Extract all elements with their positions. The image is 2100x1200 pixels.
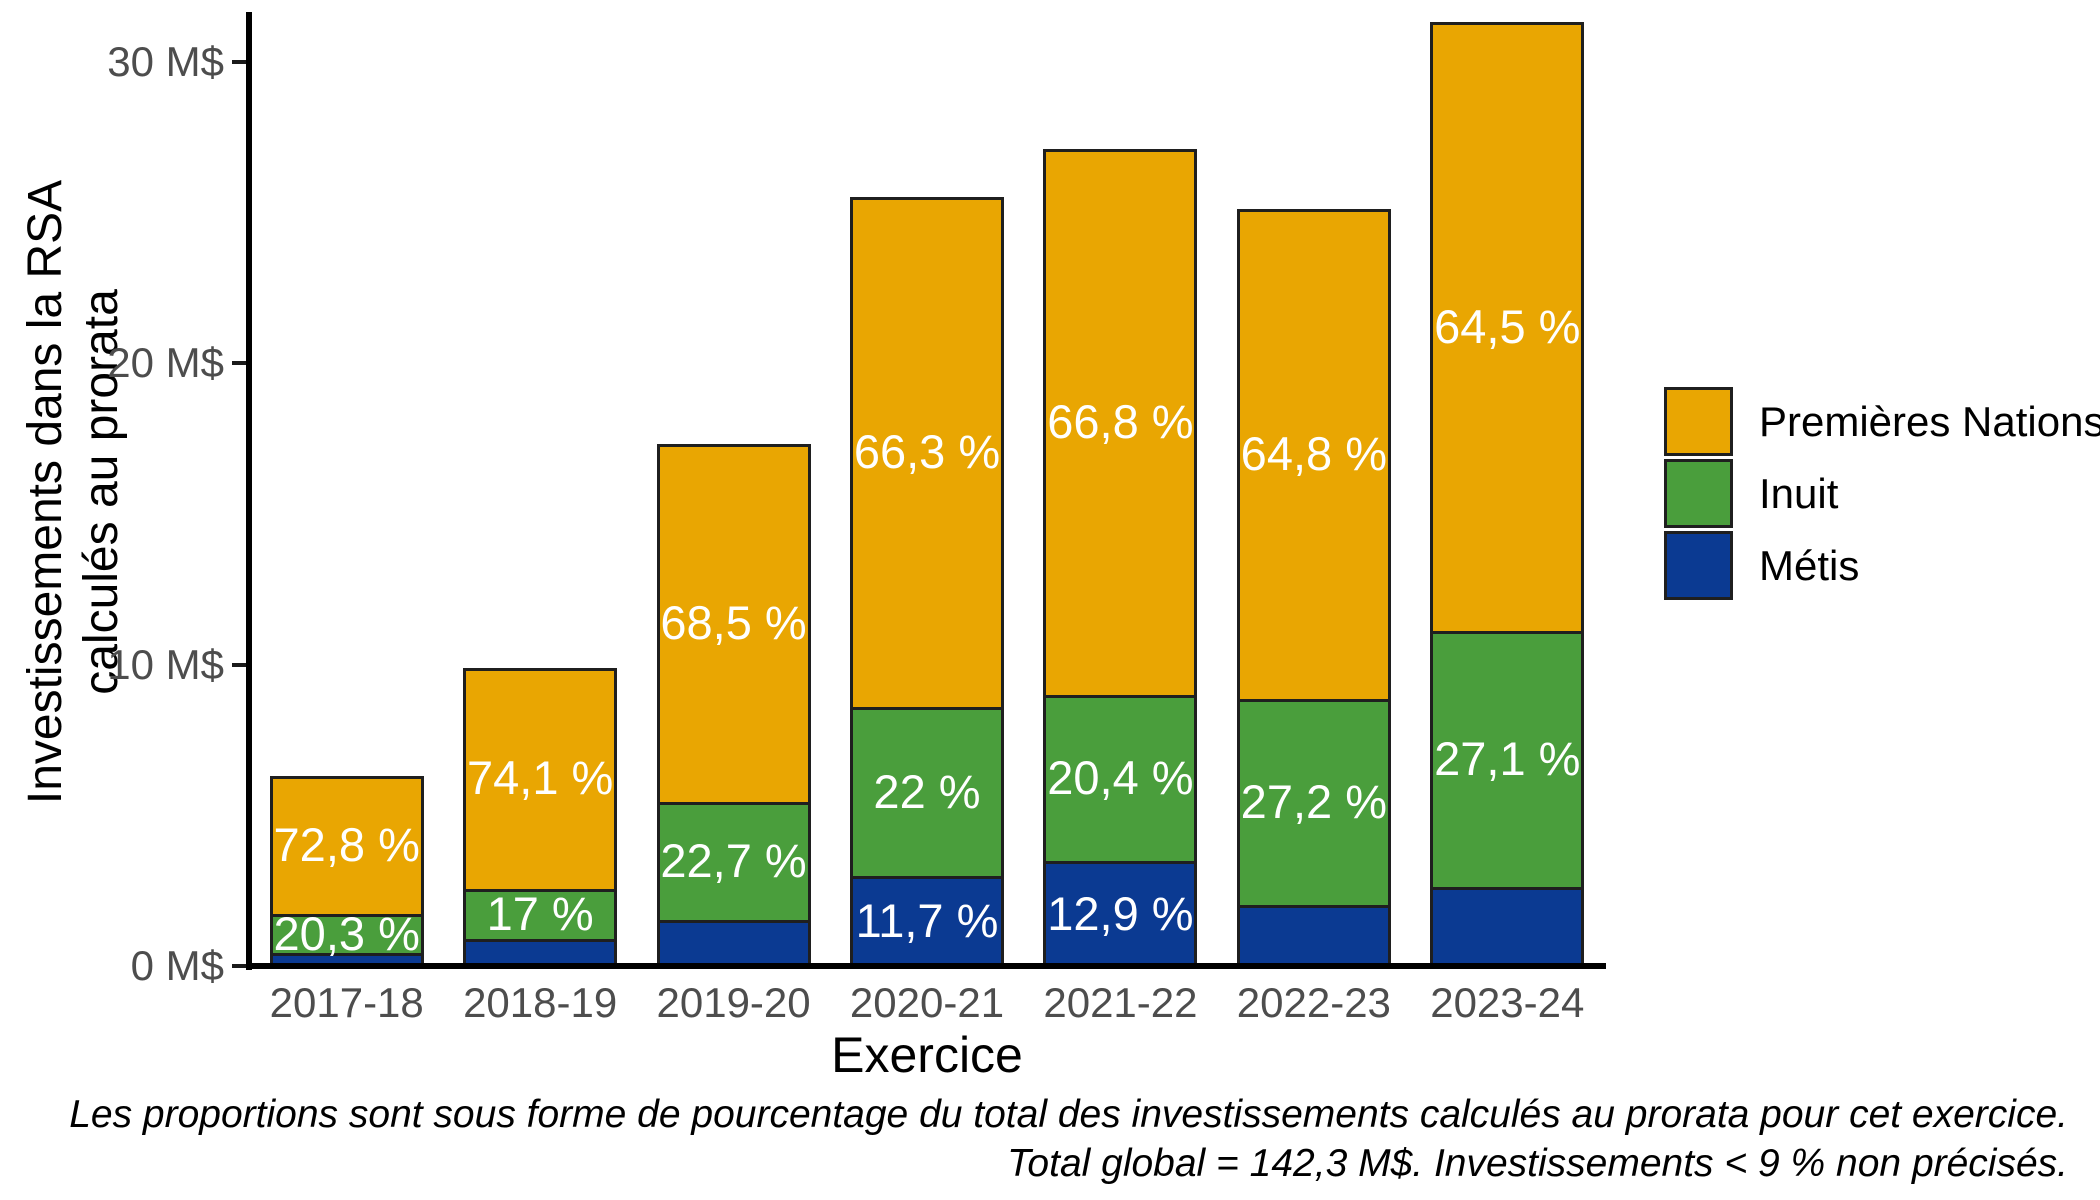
legend-label: Inuit bbox=[1759, 469, 1839, 517]
legend-item-m-tis: Métis bbox=[1664, 531, 2100, 600]
x-axis-title: Exercice bbox=[831, 1027, 1023, 1083]
legend-swatch bbox=[1664, 459, 1733, 528]
bar-segment-inuit bbox=[850, 707, 1004, 880]
bar-percentage-label: 64,8 % bbox=[1240, 427, 1388, 481]
bar-percentage-label: 11,7 % bbox=[855, 894, 999, 948]
y-tick-label: 30 M$ bbox=[107, 37, 224, 85]
x-tick-label: 2023-24 bbox=[1430, 979, 1585, 1026]
bar-percentage-label: 66,3 % bbox=[853, 425, 1001, 479]
bar-percentage-label: 72,8 % bbox=[273, 818, 420, 872]
y-axis-title: Investissements dans la RSA calculés au … bbox=[18, 180, 130, 804]
legend-item-premi-res-nations: Premières Nations bbox=[1664, 387, 2100, 456]
bar-percentage-label: 20,4 % bbox=[1047, 751, 1194, 804]
bar-segment-m-tis bbox=[463, 939, 618, 966]
x-axis-line bbox=[246, 963, 1606, 969]
bar-segment-premi-res-nations bbox=[656, 444, 811, 805]
y-tick-mark bbox=[232, 964, 250, 968]
bar-segment-m-tis bbox=[656, 920, 811, 966]
bar-segment-inuit bbox=[1236, 699, 1391, 909]
bar-segment-m-tis bbox=[1430, 886, 1585, 966]
bar-percentage-label: 66,8 % bbox=[1047, 394, 1194, 448]
bar-segment-premi-res-nations bbox=[850, 197, 1004, 710]
legend-swatch bbox=[1664, 387, 1733, 456]
x-tick-label: 2018-19 bbox=[463, 979, 618, 1026]
bar-segment-inuit bbox=[463, 888, 618, 943]
legend-item-inuit: Inuit bbox=[1664, 459, 2100, 528]
y-axis-title-line1: Investissements dans la RSA bbox=[19, 179, 72, 805]
bar-segment-inuit bbox=[1043, 694, 1198, 865]
bar-segment-premi-res-nations bbox=[1043, 148, 1198, 698]
bar-percentage-label: 17 % bbox=[486, 887, 594, 941]
y-axis-line bbox=[246, 12, 252, 970]
legend-label: Premières Nations bbox=[1759, 397, 2100, 445]
x-tick-label: 2021-22 bbox=[1043, 979, 1198, 1026]
y-tick-mark bbox=[232, 59, 250, 64]
bar-segment-premi-res-nations bbox=[463, 667, 618, 892]
footnote-line1: Les proportions sont sous forme de pourc… bbox=[69, 1093, 2068, 1136]
footnote-line2: Total global = 142,3 M$. Investissements… bbox=[1007, 1142, 2068, 1185]
legend-label: Métis bbox=[1759, 541, 1860, 589]
legend: Premières Nations Inuit Métis bbox=[1664, 387, 2100, 600]
y-axis-title-line2: calculés au prorata bbox=[75, 289, 128, 695]
bar-segment-premi-res-nations bbox=[269, 776, 424, 918]
legend-swatch bbox=[1664, 531, 1733, 600]
bar-percentage-label: 27,2 % bbox=[1240, 775, 1388, 829]
bar-segment-premi-res-nations bbox=[1430, 22, 1585, 635]
chart-footnote: Les proportions sont sous forme de pourc… bbox=[69, 1090, 2068, 1188]
bar-segment-m-tis bbox=[1236, 905, 1391, 966]
y-tick-label: 10 M$ bbox=[107, 640, 224, 688]
y-tick-mark bbox=[232, 361, 250, 365]
bar-percentage-label: 68,5 % bbox=[660, 596, 807, 650]
y-tick-mark bbox=[232, 662, 250, 667]
bar-percentage-label: 74,1 % bbox=[466, 751, 614, 805]
x-tick-label: 2019-20 bbox=[656, 979, 811, 1026]
y-tick-label: 0 M$ bbox=[130, 942, 224, 989]
bar-segment-inuit bbox=[1430, 631, 1585, 890]
bar-segment-premi-res-nations bbox=[1236, 209, 1391, 703]
bar-percentage-label: 22 % bbox=[873, 764, 981, 818]
bar-percentage-label: 27,1 % bbox=[1434, 731, 1581, 785]
x-tick-label: 2022-23 bbox=[1236, 979, 1391, 1026]
bar-percentage-label: 12,9 % bbox=[1047, 886, 1194, 940]
x-tick-label: 2017-18 bbox=[269, 979, 424, 1026]
bar-percentage-label: 22,7 % bbox=[660, 833, 807, 887]
bar-percentage-label: 64,5 % bbox=[1434, 299, 1581, 353]
x-tick-label: 2020-21 bbox=[849, 979, 1005, 1026]
y-tick-label: 20 M$ bbox=[107, 339, 224, 386]
